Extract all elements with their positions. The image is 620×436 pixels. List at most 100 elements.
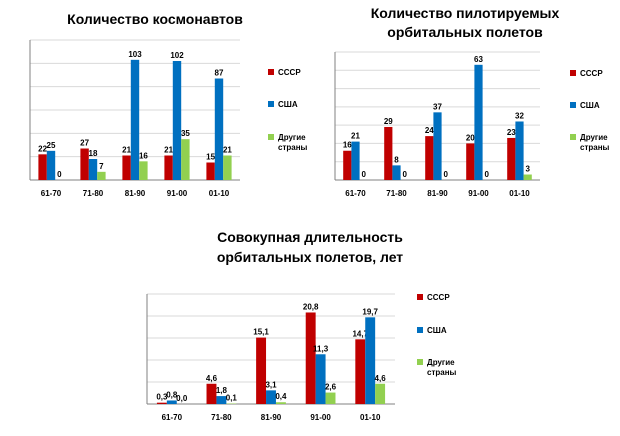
legend-label: страны <box>278 143 308 152</box>
bar-ссср-61-70 <box>38 154 47 180</box>
bar-сша-61-70 <box>46 150 56 180</box>
data-label: 18 <box>89 149 98 158</box>
bar-ссср-61-70 <box>343 150 352 180</box>
total-flight-duration-chart: Совокупная длительность орбитальных полет… <box>120 222 500 436</box>
data-label: 14,7 <box>352 329 368 338</box>
data-label: 8 <box>394 155 399 164</box>
bar-сша-61-70 <box>166 400 177 404</box>
data-label: 22 <box>38 144 47 153</box>
bar-другие-страны-01-10 <box>375 383 386 404</box>
bar-ссср-81-90 <box>425 136 434 180</box>
legend-swatch <box>570 102 576 108</box>
data-label: 21 <box>122 146 131 155</box>
category-tick-label: 71-80 <box>211 413 232 422</box>
data-label: 25 <box>47 141 56 150</box>
data-label: 0 <box>361 170 366 179</box>
bar-сша-91-00 <box>474 64 483 180</box>
legend-swatch <box>570 70 576 76</box>
bar-сша-81-90 <box>266 390 276 404</box>
data-label: 15 <box>206 153 215 162</box>
data-label: 21 <box>351 132 360 141</box>
data-label: 0 <box>443 170 448 179</box>
bar-сша-01-10 <box>365 317 376 404</box>
bar-ссср-91-00 <box>466 143 475 180</box>
category-tick-label: 91-00 <box>310 413 331 422</box>
data-label: 32 <box>515 111 524 120</box>
data-label: 15,1 <box>253 328 269 337</box>
data-label: 102 <box>170 51 184 60</box>
bar-ссср-81-90 <box>122 155 131 180</box>
category-tick-label: 91-00 <box>468 189 489 198</box>
bar-другие-страны-71-80 <box>97 171 106 180</box>
category-tick-label: 91-00 <box>167 189 188 198</box>
data-label: 29 <box>384 117 393 126</box>
category-tick-label: 61-70 <box>345 189 366 198</box>
data-label: 0,1 <box>226 394 238 403</box>
bar-другие-страны-91-00 <box>325 392 336 404</box>
chart-title-line: Количество пилотируемых <box>371 5 560 21</box>
chart-title-line: орбитальных полетов <box>387 24 543 40</box>
data-label: 23 <box>507 128 516 137</box>
legend-label: США <box>580 101 600 110</box>
data-label: 0,4 <box>275 392 287 401</box>
legend-swatch <box>417 294 423 300</box>
data-label: 0,0 <box>176 394 188 403</box>
category-tick-label: 61-70 <box>162 413 183 422</box>
bar-сша-81-90 <box>130 59 140 181</box>
category-tick-label: 01-10 <box>509 189 530 198</box>
data-label: 2,6 <box>325 383 337 392</box>
category-tick-label: 81-90 <box>427 189 448 198</box>
bar-другие-страны-91-00 <box>181 139 190 180</box>
data-label: 7 <box>99 162 104 171</box>
data-label: 16 <box>343 141 352 150</box>
data-label: 103 <box>128 50 142 59</box>
bar-сша-71-80 <box>88 159 98 180</box>
legend-label: СССР <box>278 68 301 77</box>
bar-сша-81-90 <box>433 112 442 180</box>
legend-label: Другие <box>278 133 306 142</box>
bar-ссср-01-10 <box>206 162 215 180</box>
bar-ссср-61-70 <box>156 402 167 404</box>
legend-label: страны <box>427 368 457 377</box>
bar-другие-страны-81-90 <box>275 402 286 404</box>
data-label: 11,3 <box>313 344 329 353</box>
legend-swatch <box>268 101 274 107</box>
category-tick-label: 81-90 <box>125 189 146 198</box>
data-label: 20,8 <box>303 302 319 311</box>
bar-сша-91-00 <box>172 61 182 180</box>
legend-label: страны <box>580 143 610 152</box>
data-label: 87 <box>215 69 224 78</box>
data-label: 27 <box>80 139 89 148</box>
data-label: 24 <box>425 126 434 135</box>
category-tick-label: 71-80 <box>83 189 104 198</box>
bar-сша-61-70 <box>351 141 360 180</box>
bar-ссср-01-10 <box>507 137 516 180</box>
cosmonauts-count-chart: Количество космонавтов 22 25 0 61-70 27 18 7 71-… <box>0 0 310 215</box>
category-tick-label: 01-10 <box>209 189 230 198</box>
bar-другие-страны-01-10 <box>223 155 232 180</box>
chart-title-line: Совокупная длительность <box>217 229 403 245</box>
data-label: 1,8 <box>216 386 228 395</box>
legend-swatch <box>417 327 423 333</box>
data-label: 3,1 <box>265 380 277 389</box>
category-tick-label: 01-10 <box>360 413 381 422</box>
data-label: 21 <box>223 146 232 155</box>
data-label: 0,8 <box>166 390 178 399</box>
chart-title-line: орбитальных полетов, лет <box>217 249 403 265</box>
bar-ссср-71-80 <box>80 148 89 180</box>
legend-swatch <box>417 359 423 365</box>
chart-svg: Количество пилотируемых орбитальных полет… <box>334 5 610 198</box>
bar-ссср-01-10 <box>355 339 366 404</box>
chart-title-line: Количество космонавтов <box>67 11 243 27</box>
data-label: 21 <box>164 146 173 155</box>
data-label: 4,6 <box>375 374 387 383</box>
bar-сша-01-10 <box>515 121 524 180</box>
legend-swatch <box>268 134 274 140</box>
legend-label: США <box>427 326 447 335</box>
data-label: 0 <box>484 170 489 179</box>
category-tick-label: 61-70 <box>41 189 62 198</box>
legend-swatch <box>268 69 274 75</box>
data-label: 4,6 <box>206 374 218 383</box>
data-label: 20 <box>466 133 475 142</box>
